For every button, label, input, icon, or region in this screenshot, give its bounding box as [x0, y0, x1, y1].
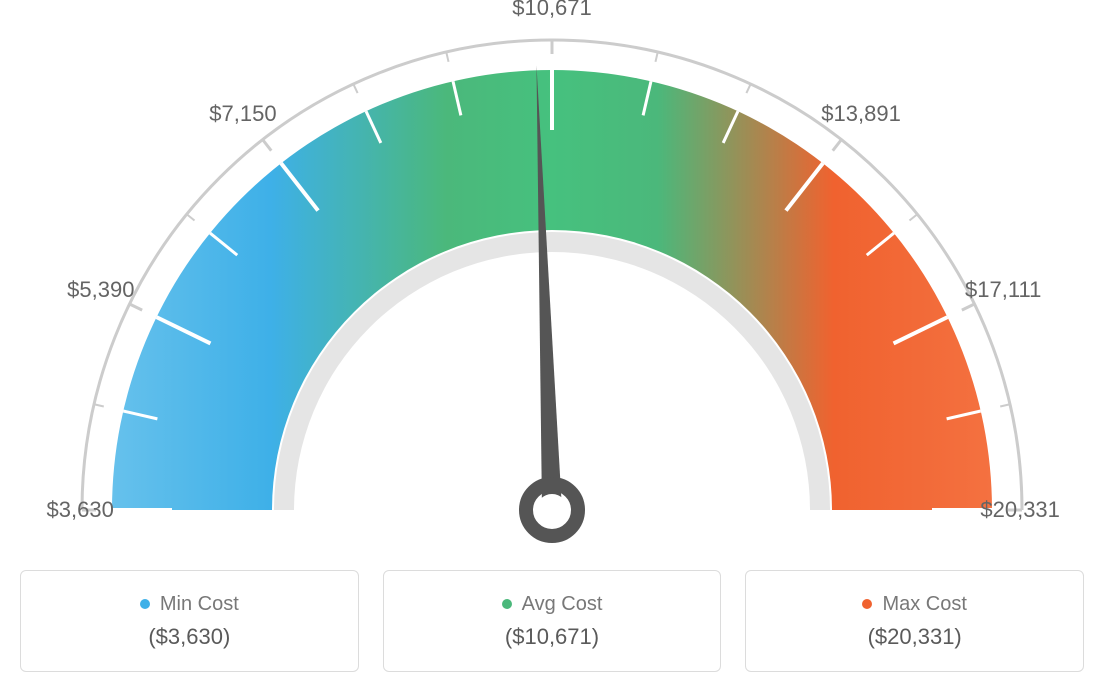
min-cost-label: Min Cost	[160, 593, 239, 616]
max-cost-title-row: Max Cost	[862, 593, 966, 616]
min-cost-value: ($3,630)	[148, 624, 230, 650]
avg-cost-card: Avg Cost ($10,671)	[383, 570, 722, 672]
min-cost-title-row: Min Cost	[140, 593, 239, 616]
summary-cards: Min Cost ($3,630) Avg Cost ($10,671) Max…	[0, 570, 1104, 690]
gauge-svg	[0, 0, 1104, 560]
cost-gauge-widget: $3,630 $5,390 $7,150 $10,671 $13,891 $17,111 $…	[0, 0, 1104, 690]
avg-cost-value: ($10,671)	[505, 624, 599, 650]
avg-cost-title-row: Avg Cost	[502, 593, 603, 616]
avg-cost-label: Avg Cost	[522, 593, 603, 616]
min-cost-card: Min Cost ($3,630)	[20, 570, 359, 672]
gauge-tick-label: $3,630	[47, 497, 114, 523]
max-dot-icon	[862, 599, 872, 609]
avg-dot-icon	[502, 599, 512, 609]
gauge-tick-label: $20,331	[980, 497, 1060, 523]
gauge-tick-label: $17,111	[965, 277, 1041, 303]
gauge-tick-label: $13,891	[821, 101, 901, 127]
gauge-tick-label: $5,390	[67, 277, 134, 303]
gauge-tick-label: $7,150	[209, 101, 276, 127]
max-cost-label: Max Cost	[882, 593, 966, 616]
min-dot-icon	[140, 599, 150, 609]
max-cost-value: ($20,331)	[868, 624, 962, 650]
gauge-tick-label: $10,671	[512, 0, 592, 21]
max-cost-card: Max Cost ($20,331)	[745, 570, 1084, 672]
gauge-area: $3,630 $5,390 $7,150 $10,671 $13,891 $17,111 $…	[0, 0, 1104, 560]
